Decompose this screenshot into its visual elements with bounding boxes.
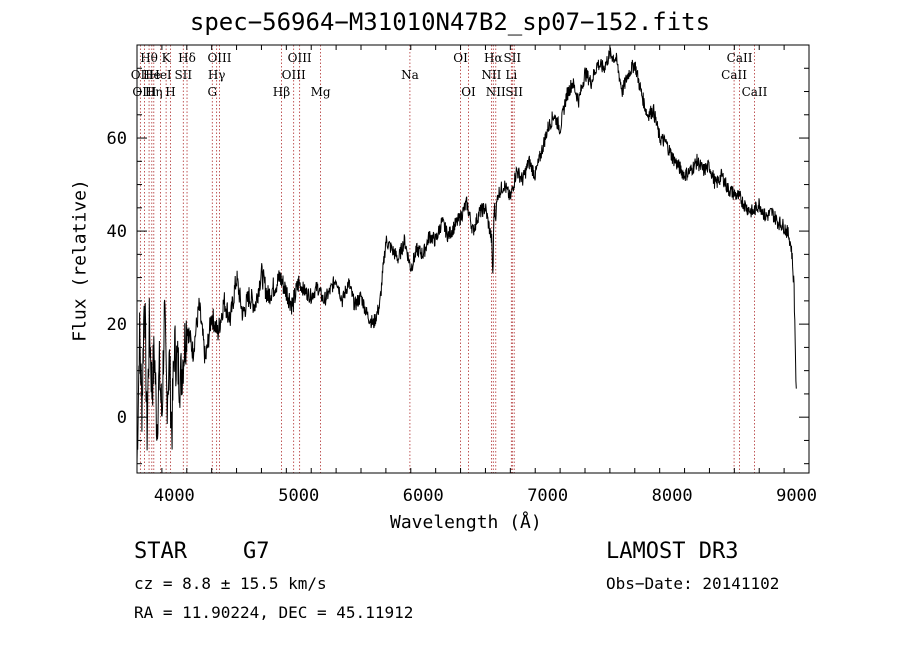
y-tick-label-3: 60 xyxy=(107,129,127,149)
line-label-7: H xyxy=(165,85,175,99)
line-label-8: SII xyxy=(174,68,192,82)
line-label-13: Hβ xyxy=(273,85,290,99)
line-label-11: Hγ xyxy=(208,68,226,82)
line-label-22: NII xyxy=(486,85,506,99)
line-label-2: OIII xyxy=(132,85,156,99)
line-label-16: Mg xyxy=(311,85,331,99)
line-label-1: OII xyxy=(131,68,151,82)
y-tick-label-1: 20 xyxy=(107,315,127,335)
x-tick-label-1: 5000 xyxy=(278,486,319,506)
y-tick-label-0: 0 xyxy=(117,408,127,428)
line-label-17: Na xyxy=(401,68,419,82)
spectral-line-labels: Hθ OII OIII He Hη K HeI H SII Hδ OIII Hγ G Hβ OIII OIII… xyxy=(131,51,768,99)
line-label-10: OIII xyxy=(207,51,231,65)
line-label-24: Li xyxy=(505,68,517,82)
x-tick-label-3: 7000 xyxy=(527,486,568,506)
coordinates: RA = 11.90224, DEC = 45.11912 xyxy=(134,603,414,622)
line-label-18: OI xyxy=(453,51,468,65)
line-label-21: NII xyxy=(481,68,501,82)
obs-date: Obs−Date: 20141102 xyxy=(606,574,780,593)
x-axis-label: Wavelength (Å) xyxy=(390,512,542,533)
plot-frame xyxy=(136,44,810,474)
x-tick-label-0: 4000 xyxy=(154,486,195,506)
line-label-28: CaII xyxy=(742,85,768,99)
x-tick-label-4: 8000 xyxy=(652,486,693,506)
line-label-5: K xyxy=(162,51,172,65)
line-label-25: SII xyxy=(505,85,523,99)
object-class: STAR xyxy=(134,539,187,564)
line-label-12: G xyxy=(207,85,217,99)
line-label-9: Hδ xyxy=(178,51,196,65)
line-label-4: Hη xyxy=(145,85,163,99)
plot-axes: 4000 5000 6000 7000 8000 9000 0 20 40 60 xyxy=(107,44,817,506)
line-label-20: Hα xyxy=(484,51,503,65)
redshift-value: cz = 8.8 ± 15.5 km/s xyxy=(134,574,327,593)
line-label-3: He xyxy=(143,68,161,82)
line-label-6: HeI xyxy=(149,68,172,82)
spectrum-line xyxy=(136,47,797,465)
survey-name: LAMOST DR3 xyxy=(606,539,739,564)
line-label-27: CaII xyxy=(721,68,747,82)
y-axis-label: Flux (relative) xyxy=(69,179,91,342)
spectral-line-markers xyxy=(139,45,755,473)
line-label-19: OI xyxy=(461,85,476,99)
spectrum-series xyxy=(136,47,797,465)
x-tick-label-5: 9000 xyxy=(776,486,817,506)
line-label-0: Hθ xyxy=(140,51,158,65)
object-subclass: G7 xyxy=(243,539,270,564)
line-label-23: SII xyxy=(503,51,521,65)
line-label-26: CaII xyxy=(727,51,753,65)
line-label-14: OIII xyxy=(288,51,312,65)
y-tick-label-2: 40 xyxy=(107,222,127,242)
line-label-15: OIII xyxy=(282,68,306,82)
x-tick-label-2: 6000 xyxy=(403,486,444,506)
chart-title: spec−56964−M31010N47B2_sp07−152.fits xyxy=(189,8,711,36)
